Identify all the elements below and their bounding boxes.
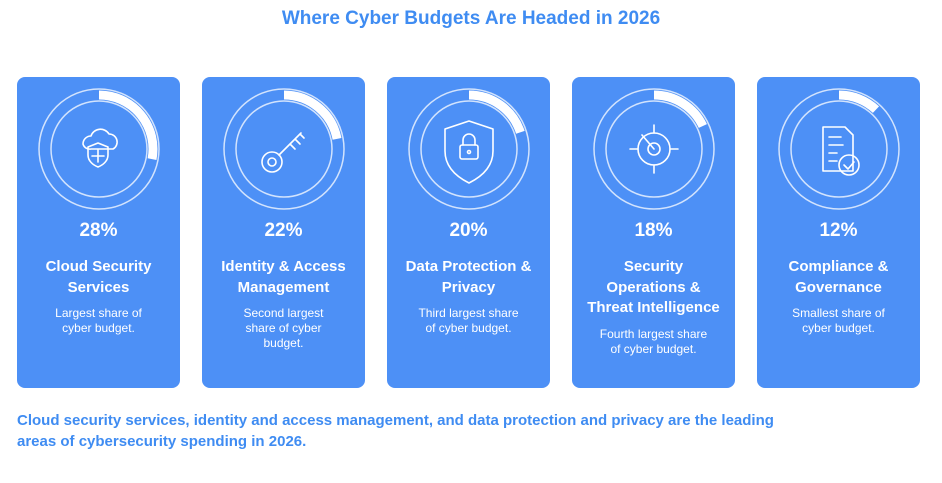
footer: Cloud security services, identity and ac… [17,412,774,450]
ring-inner [50,100,148,198]
card-text: Compliance & Governance Smallest share of… [771,257,906,336]
percent: 12% [819,220,858,241]
icon [629,124,679,174]
card: 20% Data Protection & Privacy Third larges… [387,77,550,388]
ring-inner [605,100,703,198]
percent: 28% [79,220,118,241]
ring-track [408,88,530,210]
card-text: Data Protection & Privacy Third largest s… [401,257,536,336]
ring-arc [653,90,707,129]
ring-graphic [593,88,715,210]
card-label: Cloud Security Services [45,258,152,296]
card-label: Identity & Access Management [221,258,346,296]
card-description: Third largest share of cyber budget. [418,306,519,335]
ring-track [223,88,345,210]
card: 12% Compliance & Governance Smallest share… [757,77,920,388]
card-label: Security Operations & Threat Intelligenc… [587,258,720,316]
ring-arc [468,90,525,134]
ring-arc [838,90,880,114]
card-description: Fourth largest share of cyber budget. [599,326,708,356]
ring-inner [420,100,518,198]
card-description: Second largest share of cyber budget. [243,306,324,350]
ring-track [778,88,900,210]
card: 22% Identity & Access Management Second la… [202,77,365,388]
card-label: Data Protection & Privacy [405,258,532,296]
icon [82,128,118,168]
icon [822,126,860,176]
card: 28% Cloud Security Services Largest share … [17,77,180,388]
card-text: Cloud Security Services Largest share of … [31,257,166,336]
title: Where Cyber Budgets Are Headed in 2026 [281,8,661,29]
ring-graphic [408,88,530,210]
percent: 22% [264,220,303,241]
ring-inner [235,100,333,198]
ring-graphic [778,88,900,210]
card: 18% Security Operations & Threat Intellig… [572,77,735,388]
ring-inner [790,100,888,198]
ring-graphic [223,88,345,210]
card-description: Largest share of cyber budget. [55,306,142,335]
ring-track [38,88,160,210]
icon [261,132,305,173]
card-description: Smallest share of cyber budget. [792,306,885,335]
icon [444,120,494,184]
percent: 20% [449,220,488,241]
card-label: Compliance & Governance [788,258,889,296]
ring-arc [98,90,158,160]
ring-graphic [38,88,160,210]
ring-track [593,88,715,210]
card-text: Security Operations & Threat Intelligenc… [586,257,721,357]
ring-arc [283,90,342,140]
card-text: Identity & Access Management Second large… [216,257,351,351]
percent: 18% [634,220,673,241]
